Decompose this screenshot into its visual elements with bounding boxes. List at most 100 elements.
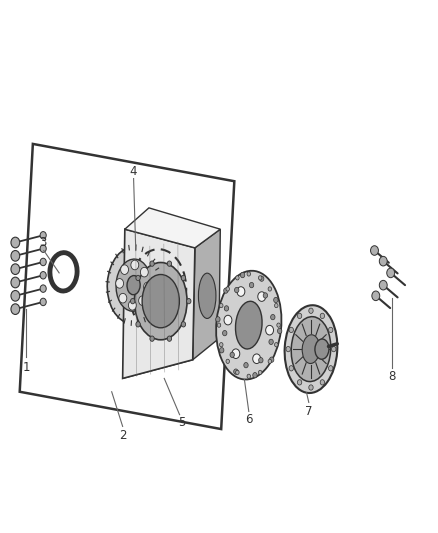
- Circle shape: [119, 293, 127, 303]
- Circle shape: [120, 265, 128, 274]
- Ellipse shape: [216, 271, 282, 379]
- Circle shape: [226, 287, 230, 291]
- Circle shape: [269, 357, 274, 362]
- Circle shape: [297, 313, 302, 319]
- Circle shape: [224, 306, 229, 311]
- Ellipse shape: [285, 305, 337, 393]
- Circle shape: [40, 271, 46, 279]
- Circle shape: [387, 268, 395, 278]
- Circle shape: [372, 291, 380, 301]
- Circle shape: [379, 280, 387, 290]
- Circle shape: [136, 276, 140, 281]
- Circle shape: [11, 304, 20, 314]
- Circle shape: [249, 282, 254, 288]
- Circle shape: [40, 258, 46, 265]
- Circle shape: [40, 245, 46, 252]
- Circle shape: [332, 346, 336, 352]
- Circle shape: [286, 346, 290, 352]
- Circle shape: [116, 279, 124, 288]
- Circle shape: [11, 290, 20, 301]
- Circle shape: [263, 293, 268, 298]
- Text: 8: 8: [389, 370, 396, 383]
- Text: 7: 7: [305, 405, 313, 418]
- Ellipse shape: [236, 301, 262, 349]
- Ellipse shape: [107, 247, 160, 324]
- Circle shape: [167, 336, 172, 341]
- Circle shape: [309, 308, 313, 313]
- Circle shape: [219, 348, 224, 353]
- Circle shape: [144, 282, 152, 292]
- Circle shape: [266, 325, 274, 335]
- Circle shape: [224, 316, 232, 325]
- Circle shape: [274, 297, 278, 303]
- Circle shape: [247, 374, 251, 378]
- Circle shape: [297, 379, 302, 385]
- Circle shape: [269, 339, 273, 344]
- Ellipse shape: [302, 335, 320, 364]
- Circle shape: [40, 231, 46, 239]
- Circle shape: [181, 321, 186, 327]
- Circle shape: [268, 287, 272, 291]
- Circle shape: [11, 237, 20, 248]
- Polygon shape: [123, 229, 195, 378]
- Circle shape: [253, 354, 261, 364]
- Circle shape: [136, 321, 140, 327]
- Text: 3: 3: [39, 236, 46, 249]
- Circle shape: [236, 370, 239, 375]
- Circle shape: [187, 298, 191, 304]
- Polygon shape: [123, 322, 195, 378]
- Circle shape: [139, 296, 147, 305]
- Text: 5: 5: [178, 416, 185, 429]
- Circle shape: [247, 272, 251, 276]
- Circle shape: [320, 379, 325, 385]
- Circle shape: [150, 336, 154, 341]
- Circle shape: [40, 285, 46, 292]
- Circle shape: [237, 287, 245, 296]
- Circle shape: [150, 261, 154, 266]
- Text: 2: 2: [119, 429, 127, 442]
- Circle shape: [11, 251, 20, 261]
- Circle shape: [253, 373, 257, 378]
- Circle shape: [289, 366, 293, 371]
- Circle shape: [277, 323, 280, 327]
- Circle shape: [181, 276, 186, 281]
- Circle shape: [379, 256, 387, 266]
- Circle shape: [131, 298, 135, 304]
- Circle shape: [223, 330, 227, 336]
- Circle shape: [226, 359, 230, 364]
- Polygon shape: [193, 229, 220, 360]
- Circle shape: [236, 276, 239, 280]
- Ellipse shape: [142, 274, 180, 328]
- Circle shape: [258, 370, 262, 375]
- Circle shape: [128, 301, 136, 310]
- Circle shape: [259, 276, 264, 281]
- Circle shape: [258, 276, 262, 280]
- Circle shape: [259, 358, 263, 363]
- Circle shape: [219, 303, 223, 308]
- Ellipse shape: [127, 276, 140, 295]
- Circle shape: [232, 349, 240, 359]
- Ellipse shape: [116, 259, 151, 311]
- Circle shape: [258, 292, 266, 301]
- Circle shape: [230, 352, 234, 358]
- Circle shape: [275, 343, 278, 347]
- Circle shape: [217, 323, 221, 327]
- Circle shape: [131, 260, 139, 270]
- Circle shape: [271, 314, 275, 320]
- Circle shape: [328, 366, 333, 371]
- Circle shape: [289, 327, 293, 333]
- Circle shape: [224, 288, 228, 293]
- Circle shape: [309, 385, 313, 390]
- Circle shape: [234, 287, 239, 293]
- Circle shape: [278, 328, 282, 334]
- Circle shape: [328, 327, 333, 333]
- Circle shape: [219, 343, 223, 347]
- Polygon shape: [125, 208, 220, 248]
- Circle shape: [244, 362, 248, 368]
- Circle shape: [371, 246, 378, 255]
- Text: 6: 6: [245, 413, 253, 426]
- Ellipse shape: [315, 339, 329, 359]
- Circle shape: [11, 277, 20, 288]
- Text: 4: 4: [130, 165, 138, 178]
- Ellipse shape: [291, 317, 331, 382]
